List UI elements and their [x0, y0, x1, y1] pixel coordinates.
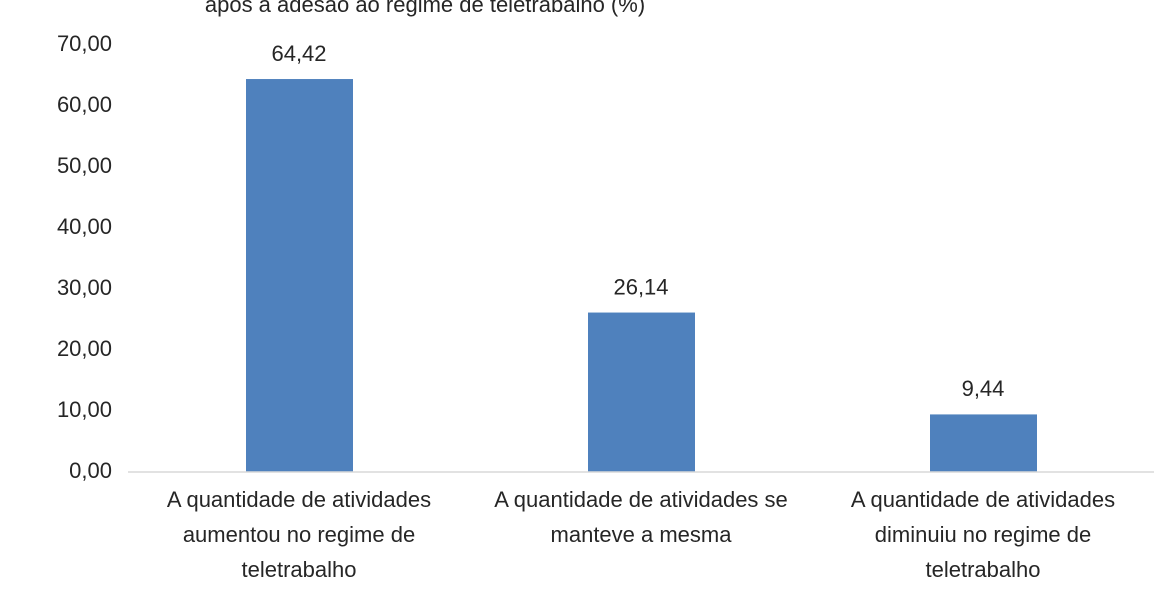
data-label: 64,42 — [271, 41, 326, 66]
y-tick-label: 20,00 — [57, 336, 112, 361]
x-tick-label: A quantidade de atividades se manteve a … — [494, 487, 788, 547]
y-tick-label: 30,00 — [57, 275, 112, 300]
bar — [246, 79, 353, 473]
y-tick-label: 40,00 — [57, 214, 112, 239]
data-label: 26,14 — [613, 274, 668, 299]
data-label: 9,44 — [962, 376, 1005, 401]
bar — [588, 312, 695, 472]
x-tick-label: A quantidade de atividades diminuiu no r… — [850, 487, 1116, 582]
chart-title: após a adesão ao regime de teletrabalho … — [205, 0, 645, 17]
bar — [930, 414, 1037, 472]
x-tick-label: A quantidade de atividades aumentou no r… — [166, 487, 432, 582]
y-tick-label: 10,00 — [57, 397, 112, 422]
y-tick-label: 0,00 — [69, 458, 112, 483]
y-tick-label: 60,00 — [57, 92, 112, 117]
y-tick-label: 70,00 — [57, 31, 112, 56]
y-tick-label: 50,00 — [57, 153, 112, 178]
